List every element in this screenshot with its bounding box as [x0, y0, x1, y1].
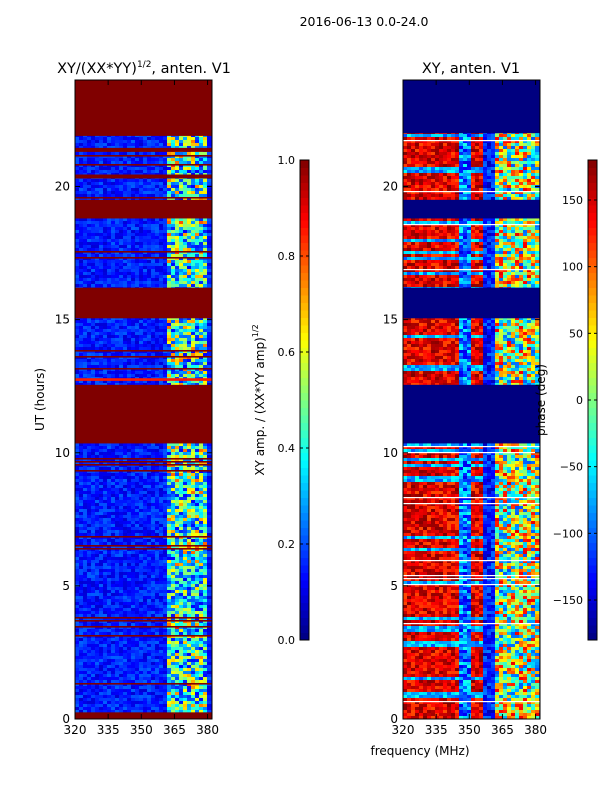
colorbar: −150 −100 −50 0 50 100 150 phase (deg) — [534, 159, 598, 641]
flag-band — [75, 384, 212, 444]
y-tick-label: 0 — [62, 712, 70, 726]
colorbar-tick-label: 100 — [562, 261, 583, 274]
colorbar-label: XY amp. / (XX*YY amp)1/2 — [251, 324, 267, 475]
y-tick-label: 15 — [383, 313, 398, 327]
colorbar-tick-label: −50 — [560, 461, 583, 474]
flag-band — [403, 80, 540, 134]
colorbar: 0.0 0.2 0.4 0.6 0.8 1.0 XY amp. / (XX*YY amp)1… — [251, 154, 310, 647]
flag-band — [403, 287, 540, 319]
colorbar-tick-label: 0.4 — [278, 442, 296, 455]
y-tick-label: 20 — [55, 180, 70, 194]
x-tick-label: 335 — [425, 723, 448, 737]
colorbar-tick-label: 50 — [569, 327, 583, 340]
x-tick-label: 365 — [163, 723, 186, 737]
colorbar-tick-label: 0.8 — [278, 250, 296, 263]
x-tick-label: 350 — [458, 723, 481, 737]
y-axis-label: UT (hours) — [33, 368, 47, 431]
colorbar-tick-label: 0.2 — [278, 538, 296, 551]
colorbar-tick-label: 0.6 — [278, 346, 296, 359]
colorbar-label: phase (deg) — [534, 364, 548, 436]
colorbar-tick-label: 0 — [576, 394, 583, 407]
x-tick-label: 320 — [64, 723, 87, 737]
colorbar-tick-label: −100 — [553, 527, 583, 540]
flag-band — [403, 199, 540, 219]
flag-band — [75, 287, 212, 319]
plot-frame — [74, 79, 213, 720]
flag-band — [75, 80, 212, 136]
colorbar-tick-label: 0.0 — [278, 634, 296, 647]
y-tick-label: 15 — [55, 313, 70, 327]
x-tick-label: 365 — [491, 723, 514, 737]
x-tick-label: 380 — [524, 723, 547, 737]
flag-band — [403, 384, 540, 444]
x-tick-label: 320 — [392, 723, 415, 737]
colorbar-tick-label: 150 — [562, 194, 583, 207]
y-tick-label: 20 — [383, 180, 398, 194]
y-tick-label: 5 — [62, 579, 70, 593]
x-axis-label: frequency (MHz) — [370, 744, 469, 758]
y-tick-label: 10 — [383, 446, 398, 460]
plot-frame — [402, 79, 541, 720]
flag-band — [75, 147, 212, 152]
flag-band — [75, 712, 212, 719]
x-tick-label: 350 — [130, 723, 153, 737]
amplitude-panel: 320 335 350 365 380 0 5 10 15 20 XY/(XX*YY)1/2, an… — [33, 60, 310, 737]
y-tick-label: 10 — [55, 446, 70, 460]
flag-band — [75, 174, 212, 179]
phase-panel: 320 335 350 365 380 0 5 10 15 20 XY, anten. V1 −150… — [383, 61, 598, 737]
x-tick-label: 335 — [97, 723, 120, 737]
colorbar-tick-label: −150 — [553, 594, 583, 607]
y-tick-label: 5 — [390, 579, 398, 593]
panel-title: XY, anten. V1 — [422, 61, 520, 77]
flag-band — [75, 199, 212, 219]
x-tick-label: 380 — [196, 723, 219, 737]
flag-band — [75, 378, 212, 381]
figure-title: 2016-06-13 0.0-24.0 — [300, 14, 429, 29]
y-tick-label: 0 — [390, 712, 398, 726]
colorbar-tick-label: 1.0 — [278, 154, 296, 167]
panel-title: XY/(XX*YY)1/2, anten. V1 — [57, 60, 231, 77]
